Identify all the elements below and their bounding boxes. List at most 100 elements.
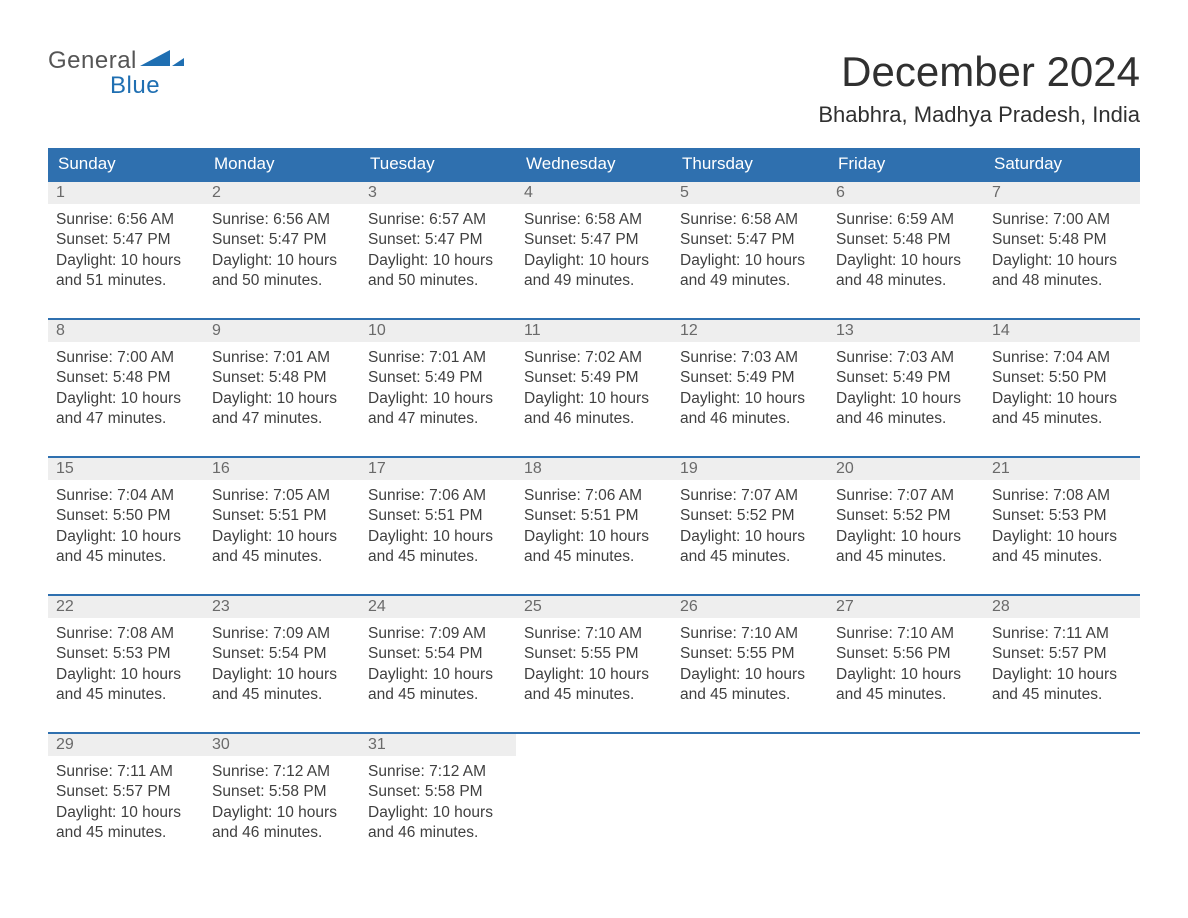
sunset-line: Sunset: 5:47 PM	[212, 230, 352, 250]
sunset-line: Sunset: 5:58 PM	[368, 782, 508, 802]
sunrise-label: Sunrise:	[680, 625, 741, 642]
sunset-value: 5:49 PM	[581, 369, 639, 386]
day-details: Sunrise: 7:01 AMSunset: 5:49 PMDaylight:…	[360, 342, 516, 444]
sunset-label: Sunset:	[524, 645, 581, 662]
daylight-label: Daylight:	[680, 528, 745, 545]
daylight-label: Daylight:	[836, 666, 901, 683]
sunrise-line: Sunrise: 6:56 AM	[56, 210, 196, 230]
daylight-line: Daylight: 10 hours and 45 minutes.	[836, 665, 976, 706]
sunrise-value: 7:01 AM	[429, 349, 486, 366]
sunset-label: Sunset:	[212, 783, 269, 800]
day-details: Sunrise: 7:10 AMSunset: 5:55 PMDaylight:…	[672, 618, 828, 720]
sunset-value: 5:47 PM	[581, 231, 639, 248]
calendar-day-cell: 13Sunrise: 7:03 AMSunset: 5:49 PMDayligh…	[828, 319, 984, 457]
sunset-label: Sunset:	[524, 507, 581, 524]
day-details: Sunrise: 7:09 AMSunset: 5:54 PMDaylight:…	[360, 618, 516, 720]
day-details: Sunrise: 7:07 AMSunset: 5:52 PMDaylight:…	[672, 480, 828, 582]
sunrise-value: 7:09 AM	[273, 625, 330, 642]
day-details: Sunrise: 7:11 AMSunset: 5:57 PMDaylight:…	[48, 756, 204, 858]
sunset-value: 5:51 PM	[581, 507, 639, 524]
sunrise-line: Sunrise: 7:00 AM	[56, 348, 196, 368]
sunset-line: Sunset: 5:53 PM	[992, 506, 1132, 526]
sunrise-line: Sunrise: 7:01 AM	[368, 348, 508, 368]
sunset-value: 5:50 PM	[113, 507, 171, 524]
daylight-label: Daylight:	[212, 804, 277, 821]
sunrise-value: 6:56 AM	[273, 211, 330, 228]
sunset-line: Sunset: 5:48 PM	[56, 368, 196, 388]
day-number: 8	[48, 320, 204, 342]
sunset-label: Sunset:	[992, 507, 1049, 524]
sunset-line: Sunset: 5:52 PM	[836, 506, 976, 526]
sunrise-line: Sunrise: 6:56 AM	[212, 210, 352, 230]
daylight-label: Daylight:	[56, 666, 121, 683]
sunset-line: Sunset: 5:52 PM	[680, 506, 820, 526]
calendar-day-cell: ..	[516, 733, 672, 871]
sunrise-line: Sunrise: 7:10 AM	[524, 624, 664, 644]
sunset-value: 5:58 PM	[425, 783, 483, 800]
sunset-label: Sunset:	[524, 231, 581, 248]
sunrise-label: Sunrise:	[524, 625, 585, 642]
sunset-value: 5:51 PM	[425, 507, 483, 524]
sunset-label: Sunset:	[524, 369, 581, 386]
sunrise-value: 7:11 AM	[1053, 625, 1109, 642]
sunset-value: 5:50 PM	[1049, 369, 1107, 386]
sunrise-label: Sunrise:	[212, 487, 273, 504]
day-number: 15	[48, 458, 204, 480]
day-number: 10	[360, 320, 516, 342]
sunrise-label: Sunrise:	[992, 487, 1053, 504]
day-number: 23	[204, 596, 360, 618]
sunrise-line: Sunrise: 7:09 AM	[368, 624, 508, 644]
sunrise-line: Sunrise: 7:09 AM	[212, 624, 352, 644]
calendar-day-cell: ..	[984, 733, 1140, 871]
calendar-day-cell: 31Sunrise: 7:12 AMSunset: 5:58 PMDayligh…	[360, 733, 516, 871]
calendar-day-cell: 20Sunrise: 7:07 AMSunset: 5:52 PMDayligh…	[828, 457, 984, 595]
sunrise-value: 7:07 AM	[741, 487, 798, 504]
day-details: Sunrise: 7:03 AMSunset: 5:49 PMDaylight:…	[672, 342, 828, 444]
daylight-label: Daylight:	[368, 528, 433, 545]
sunset-line: Sunset: 5:55 PM	[680, 644, 820, 664]
sunset-value: 5:49 PM	[893, 369, 951, 386]
daylight-line: Daylight: 10 hours and 45 minutes.	[56, 665, 196, 706]
day-details: Sunrise: 7:06 AMSunset: 5:51 PMDaylight:…	[516, 480, 672, 582]
sunset-value: 5:48 PM	[113, 369, 171, 386]
day-number: 18	[516, 458, 672, 480]
sunset-value: 5:55 PM	[581, 645, 639, 662]
sunrise-label: Sunrise:	[56, 763, 117, 780]
daylight-label: Daylight:	[836, 252, 901, 269]
sunset-value: 5:53 PM	[113, 645, 171, 662]
sunrise-label: Sunrise:	[680, 349, 741, 366]
sunset-value: 5:47 PM	[113, 231, 171, 248]
calendar-day-cell: 29Sunrise: 7:11 AMSunset: 5:57 PMDayligh…	[48, 733, 204, 871]
sunrise-value: 6:58 AM	[585, 211, 642, 228]
day-details: Sunrise: 7:12 AMSunset: 5:58 PMDaylight:…	[360, 756, 516, 858]
sunrise-line: Sunrise: 6:58 AM	[524, 210, 664, 230]
calendar-day-cell: 15Sunrise: 7:04 AMSunset: 5:50 PMDayligh…	[48, 457, 204, 595]
day-number: 28	[984, 596, 1140, 618]
day-number: 2	[204, 182, 360, 204]
day-number: 9	[204, 320, 360, 342]
sunrise-value: 7:01 AM	[273, 349, 330, 366]
sunrise-label: Sunrise:	[836, 625, 897, 642]
day-number: 31	[360, 734, 516, 756]
daylight-label: Daylight:	[524, 390, 589, 407]
daylight-label: Daylight:	[56, 252, 121, 269]
calendar-day-cell: 9Sunrise: 7:01 AMSunset: 5:48 PMDaylight…	[204, 319, 360, 457]
sunrise-value: 7:12 AM	[273, 763, 330, 780]
sunset-line: Sunset: 5:57 PM	[992, 644, 1132, 664]
sunset-line: Sunset: 5:48 PM	[836, 230, 976, 250]
calendar-day-cell: 17Sunrise: 7:06 AMSunset: 5:51 PMDayligh…	[360, 457, 516, 595]
day-number: 17	[360, 458, 516, 480]
day-details: Sunrise: 7:04 AMSunset: 5:50 PMDaylight:…	[48, 480, 204, 582]
weekday-header-row: SundayMondayTuesdayWednesdayThursdayFrid…	[48, 148, 1140, 181]
sunrise-value: 7:12 AM	[429, 763, 486, 780]
calendar-day-cell: 19Sunrise: 7:07 AMSunset: 5:52 PMDayligh…	[672, 457, 828, 595]
month-title: December 2024	[818, 48, 1140, 96]
daylight-line: Daylight: 10 hours and 45 minutes.	[212, 527, 352, 568]
daylight-label: Daylight:	[524, 528, 589, 545]
daylight-label: Daylight:	[368, 252, 433, 269]
day-number: 29	[48, 734, 204, 756]
sunrise-label: Sunrise:	[56, 625, 117, 642]
daylight-label: Daylight:	[992, 390, 1057, 407]
day-details: Sunrise: 7:08 AMSunset: 5:53 PMDaylight:…	[48, 618, 204, 720]
sunrise-value: 7:03 AM	[897, 349, 954, 366]
